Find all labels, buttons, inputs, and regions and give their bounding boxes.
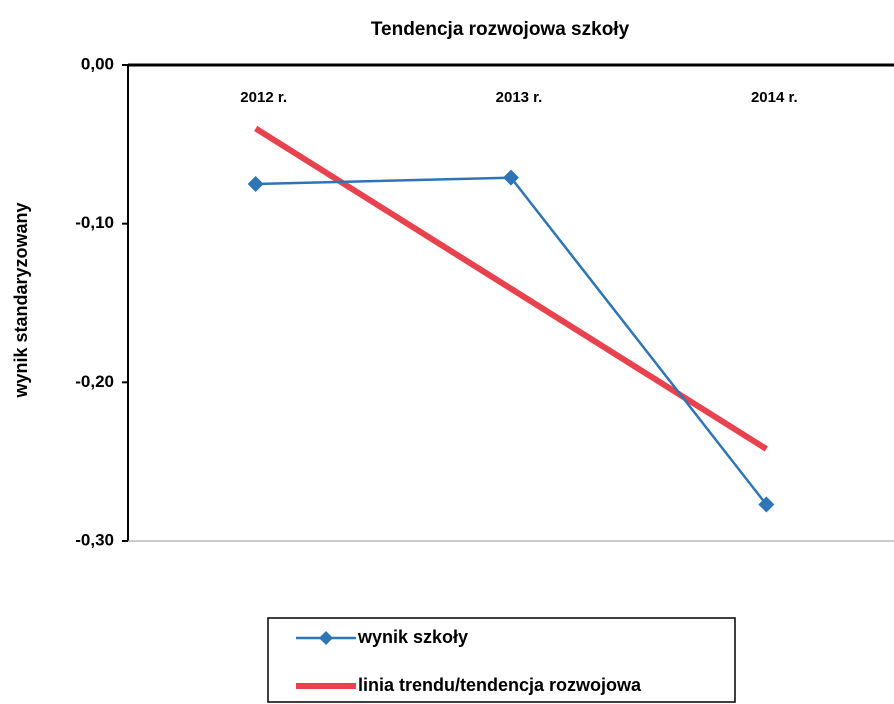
x-tick-label: 2013 r. xyxy=(496,89,543,106)
y-tick-label: -0,30 xyxy=(75,530,114,549)
point-marker xyxy=(503,169,519,186)
y-tick-label: -0,20 xyxy=(75,372,114,391)
x-tick-label: 2012 r. xyxy=(240,89,287,106)
x-tick-label: 2014 r. xyxy=(751,89,798,106)
y-tick-label: -0,10 xyxy=(75,213,114,232)
legend-label: linia trendu/tendencja rozwojowa xyxy=(358,675,642,695)
point-marker xyxy=(758,496,775,513)
series-line xyxy=(255,176,768,506)
legend-marker xyxy=(319,631,333,645)
chart-title: Tendencja rozwojowa szkoły xyxy=(371,19,630,40)
legend-label: wynik szkoły xyxy=(357,627,468,647)
point-marker xyxy=(247,176,264,192)
y-tick-label: 0,00 xyxy=(81,54,114,73)
y-axis-title: wynik standaryzowany xyxy=(11,202,31,398)
